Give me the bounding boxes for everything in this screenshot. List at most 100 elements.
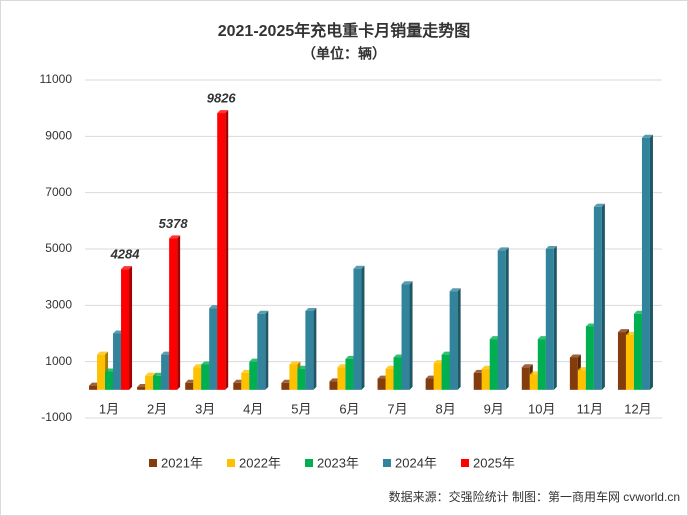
x-tick-label: 9月 xyxy=(484,401,504,416)
bar-face xyxy=(121,266,133,270)
bar-face xyxy=(569,354,581,358)
legend-swatch xyxy=(227,459,235,467)
bar-face xyxy=(201,364,210,390)
bar-face xyxy=(297,368,306,390)
bar-face xyxy=(449,291,458,390)
bar-face xyxy=(497,247,509,251)
data-label: 9826 xyxy=(207,91,237,106)
bar-face xyxy=(161,354,170,390)
bar xyxy=(305,307,317,390)
bar-face xyxy=(489,339,498,390)
bar-face xyxy=(521,364,533,368)
y-tick-label: 5000 xyxy=(45,241,72,255)
x-tick-label: 11月 xyxy=(577,401,604,416)
x-tick-label: 1月 xyxy=(99,401,119,416)
legend-label: 2023年 xyxy=(317,455,359,470)
bar-face xyxy=(97,354,106,390)
bar-face xyxy=(289,361,301,365)
bar-face xyxy=(329,381,338,390)
bar-face xyxy=(393,357,402,390)
bar-face xyxy=(345,358,354,390)
bar-face xyxy=(641,137,650,390)
bar-face xyxy=(401,281,413,285)
bar-face xyxy=(169,238,178,390)
legend-swatch xyxy=(305,459,313,467)
legend-swatch xyxy=(383,459,391,467)
bar-face xyxy=(433,363,442,390)
bar-face xyxy=(537,339,546,390)
bar-face xyxy=(601,203,605,390)
bar xyxy=(449,288,461,390)
bar-face xyxy=(649,134,653,390)
bar-face xyxy=(473,372,482,390)
bar-face xyxy=(353,268,362,390)
bar-face xyxy=(457,288,461,390)
bar-face xyxy=(385,368,394,390)
bar-face xyxy=(497,250,506,390)
x-tick-label: 5月 xyxy=(291,401,311,416)
x-tick-label: 8月 xyxy=(436,401,456,416)
bar-face xyxy=(409,281,413,390)
bar-face xyxy=(217,110,229,114)
x-tick-label: 2月 xyxy=(147,401,167,416)
bar-face xyxy=(241,372,250,390)
bar-face xyxy=(529,374,538,390)
bar-face xyxy=(625,334,634,390)
bar-face xyxy=(553,246,557,390)
legend-label: 2024年 xyxy=(395,455,437,470)
legend-label: 2021年 xyxy=(161,455,203,470)
bar-face xyxy=(217,113,226,390)
chart-subtitle: （单位：辆） xyxy=(302,46,386,62)
bar-face xyxy=(633,313,642,390)
bar-face xyxy=(617,332,626,390)
bar-face xyxy=(209,308,218,390)
data-label: 5378 xyxy=(159,216,189,231)
bar-face xyxy=(185,382,194,390)
bar-face xyxy=(641,134,653,138)
bar-face xyxy=(233,382,242,390)
data-label: 4284 xyxy=(110,247,141,262)
bar-face xyxy=(617,329,629,333)
bar xyxy=(593,203,605,390)
bar-face xyxy=(441,354,450,390)
bar xyxy=(545,246,557,390)
bar-face xyxy=(249,361,258,390)
bar-face xyxy=(121,269,130,390)
bar-face xyxy=(305,307,317,311)
bar-face xyxy=(545,246,557,249)
x-tick-label: 3月 xyxy=(195,401,215,416)
y-tick-label: 1000 xyxy=(45,354,72,368)
bar-face xyxy=(481,368,490,390)
y-tick-label: 11000 xyxy=(40,72,73,86)
legend-label: 2022年 xyxy=(239,455,281,470)
bar-face xyxy=(305,310,314,390)
legend-swatch xyxy=(461,459,469,467)
bar-face xyxy=(569,357,578,390)
x-tick-label: 7月 xyxy=(387,401,407,416)
bar-face xyxy=(129,266,133,390)
bar-face xyxy=(401,284,410,390)
bar xyxy=(169,235,181,390)
y-tick-label: 9000 xyxy=(45,129,72,143)
bar xyxy=(641,134,653,390)
bar-face xyxy=(257,313,266,390)
y-tick-label: 7000 xyxy=(45,185,72,199)
bar-face xyxy=(377,378,386,390)
x-tick-label: 4月 xyxy=(243,401,263,416)
bar-face xyxy=(145,372,157,376)
bar-face xyxy=(449,288,461,292)
bar-face xyxy=(153,375,162,390)
bar-face xyxy=(577,370,586,390)
bar xyxy=(497,247,509,390)
bar-face xyxy=(105,371,114,390)
legend-swatch xyxy=(149,459,157,467)
bar-face xyxy=(353,265,365,269)
bar-face xyxy=(521,367,530,390)
bar-face xyxy=(313,307,317,390)
bar xyxy=(401,281,413,390)
source-note: 数据来源：交强险统计 制图：第一商用车网 cvworld.cn xyxy=(389,489,680,504)
bar-face xyxy=(97,351,109,355)
